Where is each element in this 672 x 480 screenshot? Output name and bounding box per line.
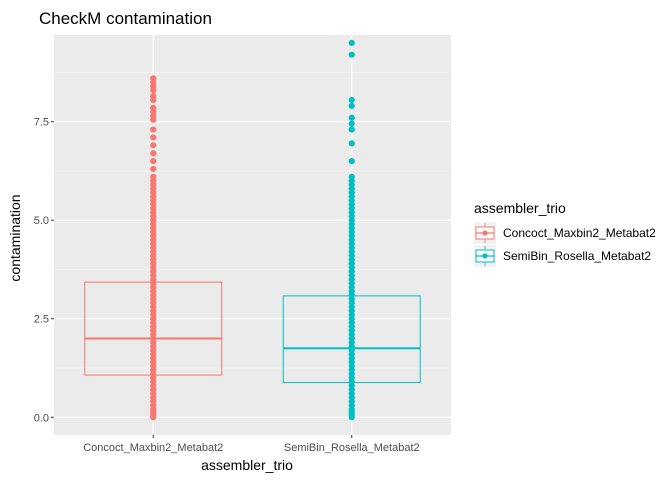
x-axis: Concoct_Maxbin2_Metabat2 SemiBin_Rosella_… <box>83 435 420 454</box>
data-point <box>348 140 355 147</box>
data-point <box>150 165 157 173</box>
y-axis-title: contamination <box>7 194 23 281</box>
data-point <box>150 173 157 180</box>
legend-key-point <box>482 230 488 236</box>
data-point <box>150 104 157 112</box>
data-point <box>348 120 355 127</box>
data-point <box>348 102 355 110</box>
data-points <box>150 39 355 421</box>
data-point <box>348 96 355 104</box>
legend-title: assembler_trio <box>474 200 566 216</box>
data-point <box>348 51 355 58</box>
panel-background <box>54 35 451 435</box>
legend-label: Concoct_Maxbin2_Metabat2 <box>503 226 656 240</box>
y-tick-label: 7.5 <box>34 117 49 129</box>
legend-keys: Concoct_Maxbin2_Metabat2 SemiBin_Rosella_… <box>474 222 656 267</box>
data-point <box>150 142 157 149</box>
data-point <box>150 92 157 100</box>
y-axis: 0.0 2.5 5.0 7.5 <box>34 117 54 424</box>
legend: assembler_trio Concoct_Maxbin2_Metabat2 S… <box>474 200 656 267</box>
legend-label: SemiBin_Rosella_Metabat2 <box>503 249 651 263</box>
x-tick-label: Concoct_Maxbin2_Metabat2 <box>83 442 223 454</box>
y-tick-label: 2.5 <box>34 314 49 326</box>
data-point <box>348 114 355 121</box>
data-point <box>150 134 157 141</box>
data-point <box>150 75 157 82</box>
legend-key-point <box>482 253 488 259</box>
data-point <box>348 158 355 165</box>
data-point <box>348 39 355 46</box>
data-point <box>150 158 157 165</box>
data-point <box>150 126 157 133</box>
chart-title: CheckM contamination <box>39 9 212 28</box>
data-point <box>150 150 157 157</box>
plot-panel <box>54 35 451 435</box>
data-point <box>348 173 355 180</box>
y-tick-label: 0.0 <box>34 412 49 424</box>
y-tick-label: 5.0 <box>34 215 49 227</box>
data-point <box>348 126 355 133</box>
x-axis-title: assembler_trio <box>201 457 293 473</box>
x-tick-label: SemiBin_Rosella_Metabat2 <box>284 442 420 454</box>
